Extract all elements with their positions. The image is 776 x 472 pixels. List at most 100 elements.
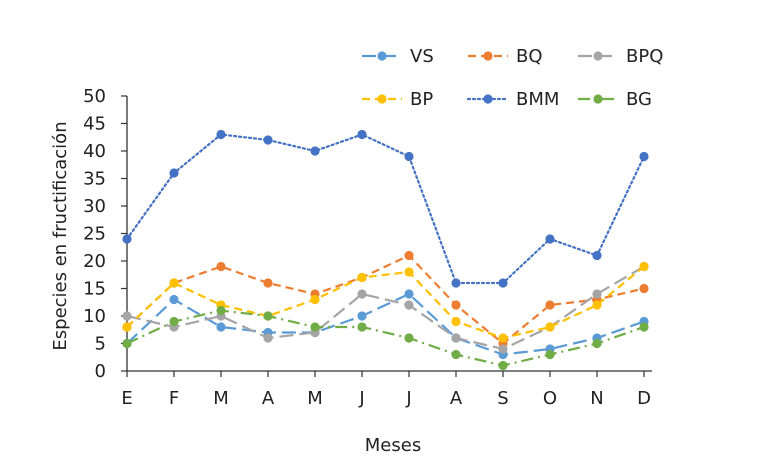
data-point-bmm xyxy=(545,234,555,244)
y-tick-label: 10 xyxy=(83,306,106,327)
series-line-bmm xyxy=(125,133,646,285)
series-bmm xyxy=(122,129,649,288)
y-axis-ticks: 0 5 10 15 20 25 30 35 40 45 50 xyxy=(83,86,127,382)
data-point-bmm xyxy=(310,146,320,156)
y-tick-label: 50 xyxy=(83,86,106,107)
data-point-bg xyxy=(263,311,273,321)
x-tick-label: D xyxy=(637,388,651,409)
legend-label-bq: BQ xyxy=(516,46,543,67)
data-point-bmm xyxy=(357,129,367,140)
legend: VS BQ BPQ BP BMM BG xyxy=(362,46,663,110)
data-point-bpq xyxy=(357,289,367,299)
data-point-bpq xyxy=(498,344,508,354)
data-point-bp xyxy=(310,294,320,305)
series-line-bpq xyxy=(126,265,645,351)
data-point-bg xyxy=(122,338,132,349)
series-line-vs xyxy=(126,292,645,356)
data-point-bmm xyxy=(451,278,461,288)
data-point-bp xyxy=(451,316,461,327)
data-point-vs xyxy=(357,311,367,321)
legend-item-bg: BG xyxy=(578,89,652,110)
legend-item-bp: BP xyxy=(362,89,433,110)
data-point-bq xyxy=(263,278,273,288)
series-bg xyxy=(122,305,649,371)
x-tick-label: S xyxy=(497,388,508,409)
x-tick-label: E xyxy=(121,388,132,409)
x-tick-label: A xyxy=(262,388,275,409)
data-point-bpq xyxy=(404,300,414,310)
y-tick-label: 25 xyxy=(83,224,106,245)
legend-label-bp: BP xyxy=(410,89,433,110)
x-tick-label: M xyxy=(213,388,229,409)
x-tick-label: M xyxy=(307,388,323,409)
series-line-bg xyxy=(126,309,645,367)
y-tick-label: 15 xyxy=(83,279,106,300)
legend-label-bpq: BPQ xyxy=(626,46,663,67)
axes xyxy=(126,96,652,372)
data-point-bmm xyxy=(498,278,508,288)
data-point-bg xyxy=(169,316,179,327)
data-point-vs xyxy=(404,289,414,299)
data-point-bq xyxy=(451,300,461,310)
data-point-bg xyxy=(404,333,414,343)
series-line-bq xyxy=(126,254,645,345)
data-point-bg xyxy=(310,322,320,332)
data-point-bp xyxy=(357,272,367,283)
legend-item-bq: BQ xyxy=(468,46,543,67)
legend-label-vs: VS xyxy=(410,46,434,67)
data-point-bg xyxy=(357,322,367,332)
data-point-bp xyxy=(498,333,508,343)
y-axis-title: Especies en fructificación xyxy=(50,121,71,350)
data-point-bmm xyxy=(216,129,226,140)
y-tick-label: 20 xyxy=(83,251,106,272)
x-tick-label: J xyxy=(358,388,364,409)
data-point-bg xyxy=(498,360,508,371)
x-tick-label: A xyxy=(450,388,463,409)
y-tick-label: 30 xyxy=(83,196,106,217)
legend-swatch-marker-bpq xyxy=(593,51,603,61)
data-point-bpq xyxy=(263,333,273,343)
data-point-bq xyxy=(404,250,414,261)
data-point-bmm xyxy=(169,168,179,178)
data-point-vs xyxy=(169,294,179,305)
y-tick-label: 40 xyxy=(83,141,106,162)
legend-swatch-marker-bq xyxy=(483,51,493,61)
data-point-bp xyxy=(592,300,602,310)
series-line-bp xyxy=(126,265,645,340)
data-point-bg xyxy=(451,349,461,360)
legend-label-bg: BG xyxy=(626,89,652,110)
data-point-bg xyxy=(545,349,555,360)
data-point-bq xyxy=(545,300,555,310)
data-point-bpq xyxy=(592,289,602,299)
data-point-bpq xyxy=(451,333,461,343)
data-point-bmm xyxy=(592,250,602,261)
data-point-bg xyxy=(639,322,649,332)
legend-item-bpq: BPQ xyxy=(578,46,663,67)
series-layer xyxy=(122,129,649,371)
y-tick-label: 0 xyxy=(95,361,106,382)
y-tick-label: 45 xyxy=(83,114,106,135)
x-axis-title: Meses xyxy=(365,435,421,456)
data-point-bp xyxy=(639,261,649,272)
legend-swatch-marker-bg xyxy=(593,94,603,104)
legend-item-vs: VS xyxy=(362,46,434,67)
data-point-bmm xyxy=(263,135,273,145)
x-tick-label: N xyxy=(590,388,603,409)
legend-swatch-marker-bmm xyxy=(483,94,493,104)
data-point-bmm xyxy=(122,234,132,244)
y-tick-label: 35 xyxy=(83,169,106,190)
y-tick-label: 5 xyxy=(95,334,106,355)
data-point-bp xyxy=(122,322,132,332)
x-tick-label: O xyxy=(543,388,557,409)
x-tick-label: J xyxy=(405,388,411,409)
x-tick-label: F xyxy=(169,388,179,409)
data-point-bmm xyxy=(404,151,414,162)
data-point-bq xyxy=(639,283,649,294)
data-point-bg xyxy=(592,338,602,349)
data-point-bp xyxy=(545,322,555,332)
data-point-bq xyxy=(216,261,226,272)
data-point-bpq xyxy=(122,311,132,321)
legend-label-bmm: BMM xyxy=(516,89,559,110)
